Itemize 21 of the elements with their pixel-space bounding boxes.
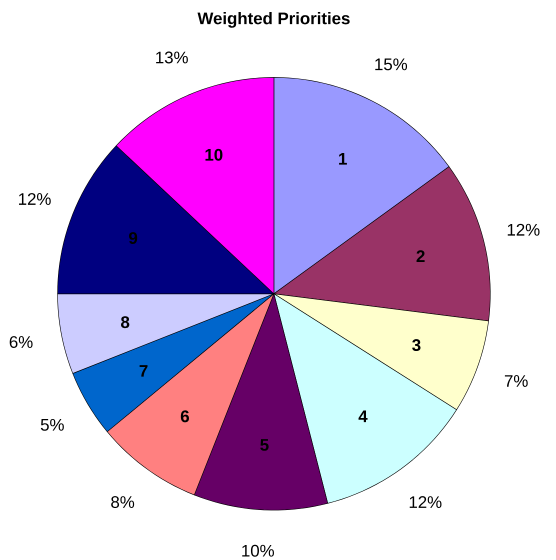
slice-label: 9 <box>129 232 138 244</box>
slice-label: 6 <box>180 410 190 422</box>
data-label: 5% <box>40 418 64 431</box>
slice-label: 1 <box>339 153 347 165</box>
slice-label: 2 <box>416 250 425 262</box>
slice-label: 7 <box>140 365 148 377</box>
data-label: 8% <box>111 496 134 508</box>
data-label: 12% <box>410 496 442 508</box>
data-label: 10% <box>242 544 274 557</box>
data-label: 13% <box>156 52 188 64</box>
data-label: 12% <box>19 193 51 205</box>
slice-label: 3 <box>412 339 421 352</box>
data-label: 15% <box>375 58 408 70</box>
data-label: 6% <box>10 336 33 348</box>
slice-label: 10 <box>206 148 223 161</box>
slice-label: 5 <box>260 439 269 451</box>
slice-label: 4 <box>358 410 368 422</box>
data-label: 12% <box>508 224 540 236</box>
chart-title: Weighted Priorities <box>198 12 350 28</box>
data-label: 7% <box>504 375 528 387</box>
slice-label: 8 <box>121 316 130 328</box>
